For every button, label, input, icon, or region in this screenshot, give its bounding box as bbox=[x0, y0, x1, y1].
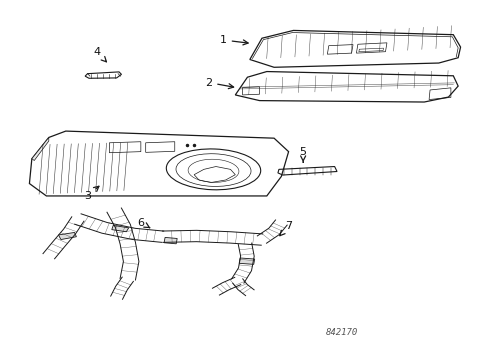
Text: 842170: 842170 bbox=[326, 328, 358, 337]
Text: 7: 7 bbox=[280, 221, 292, 236]
Text: 6: 6 bbox=[137, 217, 150, 228]
Text: 1: 1 bbox=[220, 35, 248, 45]
Polygon shape bbox=[112, 225, 129, 232]
Polygon shape bbox=[32, 138, 49, 161]
Polygon shape bbox=[58, 233, 76, 239]
Polygon shape bbox=[239, 258, 255, 264]
Polygon shape bbox=[164, 238, 177, 244]
Text: 4: 4 bbox=[94, 48, 106, 62]
Text: 5: 5 bbox=[299, 147, 307, 162]
Text: 3: 3 bbox=[84, 186, 99, 201]
Text: 2: 2 bbox=[205, 77, 234, 89]
